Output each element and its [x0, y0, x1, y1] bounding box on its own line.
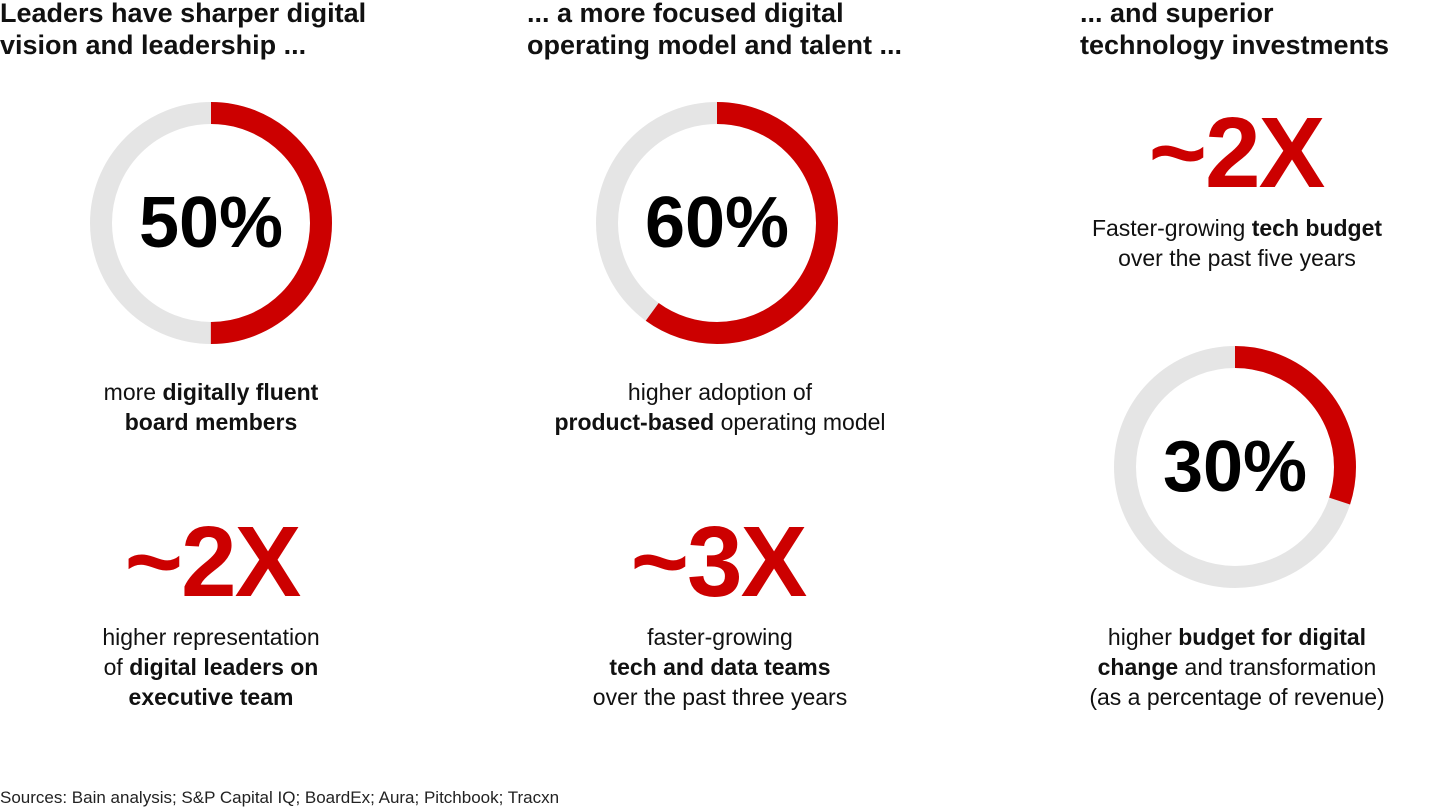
column-3-heading: ... and superior technology investments — [1080, 0, 1389, 61]
column-2-heading: ... a more focused digital operating mode… — [527, 0, 902, 61]
donut-board-members: 50% — [86, 98, 336, 348]
donut-value-arc — [596, 102, 838, 344]
donut-value-arc — [1114, 346, 1356, 588]
donut-value-label: 50% — [138, 183, 284, 263]
caption-text: (as a percentage of revenue) — [1089, 684, 1385, 710]
heading-line: ... a more focused digital — [527, 0, 844, 28]
caption-text: higher representation — [102, 624, 320, 650]
caption-product-model: higher adoption of product-based operatin… — [510, 377, 930, 437]
heading-line: vision and leadership ... — [0, 30, 307, 60]
column-1-heading: Leaders have sharper digital vision and l… — [0, 0, 366, 61]
big-stat-tech-teams: ~3X — [630, 506, 808, 618]
caption-text: over the past three years — [592, 684, 848, 710]
caption-text: tech and data teams — [609, 654, 831, 680]
heading-line: Leaders have sharper digital — [0, 0, 367, 28]
caption-text: operating model — [714, 409, 886, 435]
donut-value-arc — [90, 102, 332, 344]
caption-text: budget for digital — [1178, 624, 1367, 650]
donut-value-label: 60% — [644, 183, 790, 263]
caption-tech-budget: Faster-growing tech budget over the past … — [1027, 213, 1440, 273]
caption-text: product-based — [554, 409, 715, 435]
caption-text: faster-growing — [647, 624, 793, 650]
big-stat-digital-leaders: ~2X — [124, 506, 302, 618]
caption-text: executive team — [128, 684, 294, 710]
heading-line: technology investments — [1080, 30, 1390, 60]
caption-text: digital leaders on — [129, 654, 319, 680]
heading-line: operating model and talent ... — [527, 30, 903, 60]
caption-text: over the past five years — [1118, 245, 1356, 271]
caption-text: of — [103, 654, 130, 680]
caption-digital-leaders: higher representation of digital leaders … — [1, 622, 421, 712]
caption-text: higher — [1107, 624, 1179, 650]
caption-text: tech budget — [1251, 215, 1383, 241]
caption-digital-budget: higher budget for digital change and tran… — [1027, 622, 1440, 712]
caption-text: Faster-growing — [1091, 215, 1252, 241]
source-note: Sources: Bain analysis; S&P Capital IQ; … — [0, 788, 560, 807]
caption-text: more — [103, 379, 163, 405]
big-stat-tech-budget: ~2X — [1148, 97, 1326, 209]
caption-tech-teams: faster-growing tech and data teams over th… — [510, 622, 930, 712]
caption-text: digitally fluent — [162, 379, 319, 405]
caption-text: higher adoption of — [627, 379, 813, 405]
caption-board-members: more digitally fluent board members — [1, 377, 421, 437]
donut-value-label: 30% — [1162, 427, 1308, 507]
caption-text: board members — [124, 409, 298, 435]
caption-text: change — [1097, 654, 1179, 680]
heading-line: ... and superior — [1080, 0, 1274, 28]
donut-digital-budget: 30% — [1110, 342, 1360, 592]
caption-text: and transformation — [1178, 654, 1377, 680]
donut-product-model: 60% — [592, 98, 842, 348]
